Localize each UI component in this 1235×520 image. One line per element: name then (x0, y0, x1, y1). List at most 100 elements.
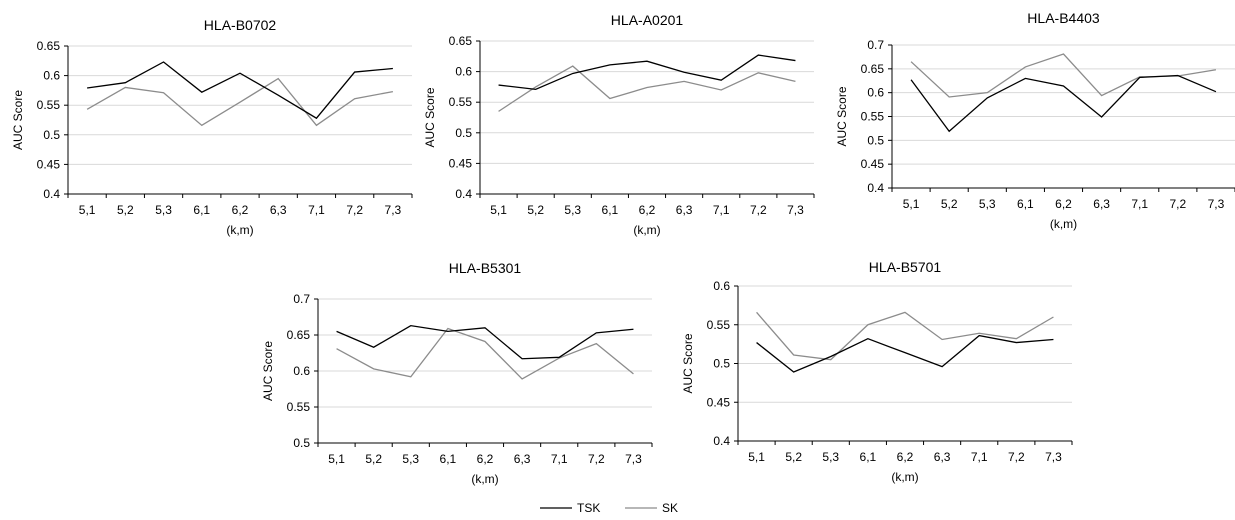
x-tick-label: 6,2 (232, 203, 249, 217)
chart-panel-hla-b4403: HLA-B4403 0.4 0.45 0.5 0.55 0.6 0.65 0.7 5,1 5,2 5… (835, 10, 1235, 231)
chart-panel-hla-b0702: HLA-B0702 0.4 0.45 0.5 0.55 0.6 0.65 5,1 5,2 5,3 6… (11, 17, 412, 237)
chart-panel-hla-a0201: HLA-A0201 0.4 0.45 0.5 0.55 0.6 0.65 5,1 5,2 5,3 6… (423, 12, 814, 237)
x-tick-label: 6,1 (440, 452, 457, 466)
x-tick-label: 5,1 (328, 452, 345, 466)
x-axis-label: (k,m) (226, 223, 253, 237)
y-tick-label: 0.4 (43, 187, 60, 201)
y-tick-label: 0.55 (707, 318, 731, 332)
x-axis-label: (k,m) (633, 223, 660, 237)
x-tick-label: 5,2 (117, 203, 134, 217)
x-tick-label: 5,3 (564, 203, 581, 217)
y-tick-label: 0.45 (861, 157, 885, 171)
x-tick-label: 5,2 (527, 203, 544, 217)
y-tick-label: 0.5 (43, 128, 60, 142)
series-line-tsk (911, 76, 1216, 132)
x-tick-label: 5,2 (785, 450, 802, 464)
x-tick-label: 5,1 (79, 203, 96, 217)
y-axis-label: AUC Score (261, 341, 275, 401)
x-tick-label: 6,1 (193, 203, 210, 217)
y-tick-label: 0.5 (867, 133, 884, 147)
y-tick-label: 0.7 (867, 38, 884, 52)
y-tick-label: 0.6 (713, 279, 730, 293)
chart-panel-hla-b5301: HLA-B53010.50.550.60.650.75,1 5,2 5,3 6,1 6,… (261, 260, 652, 486)
y-tick-label: 0.55 (287, 400, 311, 414)
chart-panel-hla-b5701: HLA-B5701 0.4 0.45 0.5 0.55 0.6 5,1 5,2 5,3 6,1 6,… (681, 259, 1072, 484)
x-tick-label: 7,2 (1169, 197, 1186, 211)
legend-label-tsk: TSK (577, 501, 600, 515)
x-tick-label: 5,3 (822, 450, 839, 464)
y-tick-label: 0.65 (449, 34, 473, 48)
x-tick-label: 6,3 (934, 450, 951, 464)
x-tick-label: 5,3 (402, 452, 419, 466)
chart-title: HLA-B5301 (449, 260, 522, 276)
y-tick-label: 0.5 (713, 357, 730, 371)
x-tick-label: 7,2 (1008, 450, 1025, 464)
x-tick-label: 6,1 (860, 450, 877, 464)
y-tick-label: 0.55 (449, 95, 473, 109)
x-tick-label: 7,3 (787, 203, 804, 217)
y-tick-label: 0.7 (293, 292, 310, 306)
x-tick-label: 6,1 (1017, 197, 1034, 211)
x-axis-label: (k,m) (891, 470, 918, 484)
chart-title: HLA-A0201 (611, 12, 684, 28)
y-tick-label: 0.45 (37, 157, 61, 171)
y-tick-label: 0.5 (293, 436, 310, 450)
y-tick-label: 0.6 (293, 364, 310, 378)
y-tick-label: 0.5 (455, 126, 472, 140)
x-tick-label: 6,2 (477, 452, 494, 466)
x-tick-label: 6,3 (1093, 197, 1110, 211)
x-tick-label: 5,3 (155, 203, 172, 217)
x-tick-label: 7,3 (385, 203, 402, 217)
series-line-sk (499, 66, 796, 111)
y-tick-label: 0.6 (455, 65, 472, 79)
y-tick-label: 0.55 (861, 110, 885, 124)
legend: TSK SK (540, 501, 678, 515)
y-tick-label: 0.4 (713, 434, 730, 448)
y-axis-label: AUC Score (11, 90, 25, 150)
chart-title: HLA-B5701 (869, 259, 942, 275)
x-tick-label: 7,2 (588, 452, 605, 466)
y-tick-label: 0.45 (707, 395, 731, 409)
x-axis-label: (k,m) (471, 472, 498, 486)
y-tick-label: 0.65 (287, 328, 311, 342)
x-tick-label: 6,3 (270, 203, 287, 217)
y-axis-label: AUC Score (681, 333, 695, 393)
x-tick-label: 7,1 (1131, 197, 1148, 211)
y-tick-label: 0.6 (43, 69, 60, 83)
y-tick-label: 0.65 (861, 62, 885, 76)
x-tick-label: 5,2 (941, 197, 958, 211)
series-line-tsk (87, 62, 393, 118)
x-tick-label: 6,2 (897, 450, 914, 464)
y-tick-label: 0.4 (867, 181, 884, 195)
x-tick-label: 6,1 (602, 203, 619, 217)
series-line-sk (87, 79, 393, 126)
y-tick-label: 0.45 (449, 156, 473, 170)
x-tick-label: 6,3 (514, 452, 531, 466)
y-axis-label: AUC Score (423, 87, 437, 147)
x-tick-label: 7,1 (551, 452, 568, 466)
x-tick-label: 6,2 (1055, 197, 1072, 211)
chart-panels: HLA-B0702 0.4 0.45 0.5 0.55 0.6 0.65 5,1 5,2 5,3 6… (11, 10, 1235, 486)
x-tick-label: 7,3 (625, 452, 642, 466)
x-tick-label: 7,2 (346, 203, 363, 217)
y-tick-label: 0.6 (867, 86, 884, 100)
x-tick-label: 7,1 (971, 450, 988, 464)
chart-title: HLA-B4403 (1027, 10, 1100, 26)
x-tick-label: 7,2 (750, 203, 767, 217)
series-line-tsk (757, 336, 1054, 372)
chart-title: HLA-B0702 (204, 17, 277, 33)
x-tick-label: 7,3 (1045, 450, 1062, 464)
y-axis-label: AUC Score (835, 86, 849, 146)
x-tick-label: 6,3 (676, 203, 693, 217)
y-tick-label: 0.4 (455, 187, 472, 201)
x-tick-label: 7,3 (1208, 197, 1225, 211)
series-line-tsk (499, 55, 796, 89)
x-tick-label: 5,1 (748, 450, 765, 464)
x-tick-label: 5,3 (979, 197, 996, 211)
x-tick-label: 7,1 (308, 203, 325, 217)
y-tick-label: 0.65 (37, 39, 61, 53)
x-tick-label: 5,1 (903, 197, 920, 211)
x-axis-label: (k,m) (1050, 217, 1077, 231)
x-tick-label: 6,2 (639, 203, 656, 217)
